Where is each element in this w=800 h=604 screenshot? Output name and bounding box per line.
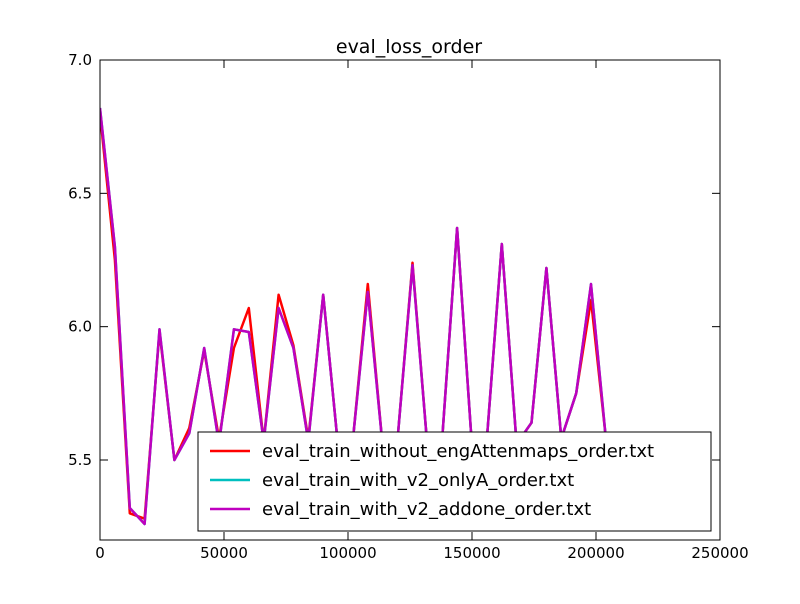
y-tick-label: 7.0 bbox=[68, 51, 92, 69]
y-tick-label: 6.0 bbox=[68, 318, 92, 336]
x-tick-label: 0 bbox=[95, 544, 105, 562]
axis-ticks: 0 50000 100000 150000 200000 250000 5.5 6.0 6.5 7… bbox=[68, 51, 748, 562]
legend-label: eval_train_with_v2_onlyA_order.txt bbox=[262, 470, 574, 491]
legend-label: eval_train_with_v2_addone_order.txt bbox=[262, 499, 591, 520]
x-tick-label: 150000 bbox=[443, 544, 500, 562]
chart-title: eval_loss_order bbox=[336, 36, 482, 58]
x-tick-label: 250000 bbox=[691, 544, 748, 562]
legend: eval_train_without_engAttenmaps_order.tx… bbox=[197, 431, 712, 532]
x-tick-label: 200000 bbox=[567, 544, 624, 562]
legend-label: eval_train_without_engAttenmaps_order.tx… bbox=[262, 441, 654, 462]
legend-box bbox=[197, 431, 712, 532]
plot-frame bbox=[99, 59, 721, 541]
x-tick-label: 100000 bbox=[319, 544, 376, 562]
y-tick-label: 5.5 bbox=[68, 451, 92, 469]
x-tick-label: 50000 bbox=[200, 544, 248, 562]
y-tick-label: 6.5 bbox=[68, 184, 92, 202]
